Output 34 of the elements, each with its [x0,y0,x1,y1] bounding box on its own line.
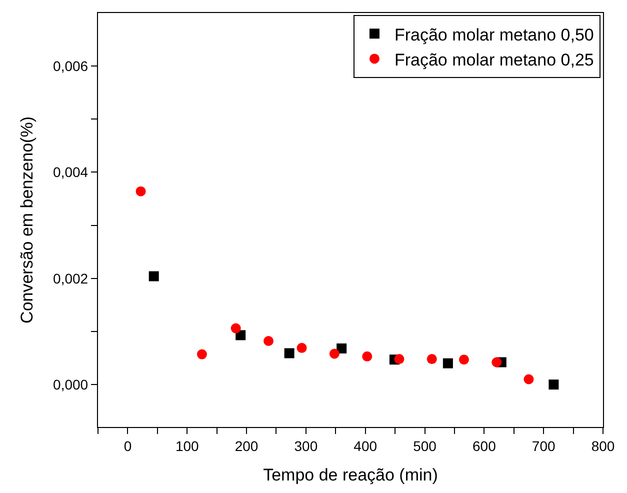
point [458,354,469,365]
x-tick-label: 0 [124,438,132,454]
point [148,271,159,282]
x-tick-label: 800 [591,438,615,454]
point [296,342,307,353]
y-axis-title: Conversão em benzeno(%) [18,116,37,324]
x-tick-label: 200 [234,438,258,454]
x-tick-label: 400 [354,438,378,454]
point [394,354,404,364]
x-tick-label: 700 [532,438,556,454]
y-tick-label: 0,002 [53,270,88,286]
x-tick-label: 300 [294,438,318,454]
x-tick-label: 500 [413,438,437,454]
point [336,343,347,354]
x-axis-title: Tempo de reação (min) [263,465,438,484]
point [329,348,340,359]
x-tick-label: 100 [175,438,200,454]
point [362,351,372,362]
point [136,186,146,196]
point [284,348,294,358]
point [524,374,534,384]
point [442,358,453,368]
point [492,357,502,368]
y-tick-label: 0,000 [53,376,88,392]
point [426,354,437,364]
point [264,336,274,346]
x-tick-label: 600 [472,438,496,454]
point [548,380,559,390]
point [196,349,207,360]
legend-label: Fração molar metano 0,50 [394,25,594,44]
y-tick-label: 0,006 [53,58,88,74]
point [230,323,241,334]
legend-label: Fração molar metano 0,25 [394,50,594,70]
y-tick-label: 0,004 [53,164,88,180]
